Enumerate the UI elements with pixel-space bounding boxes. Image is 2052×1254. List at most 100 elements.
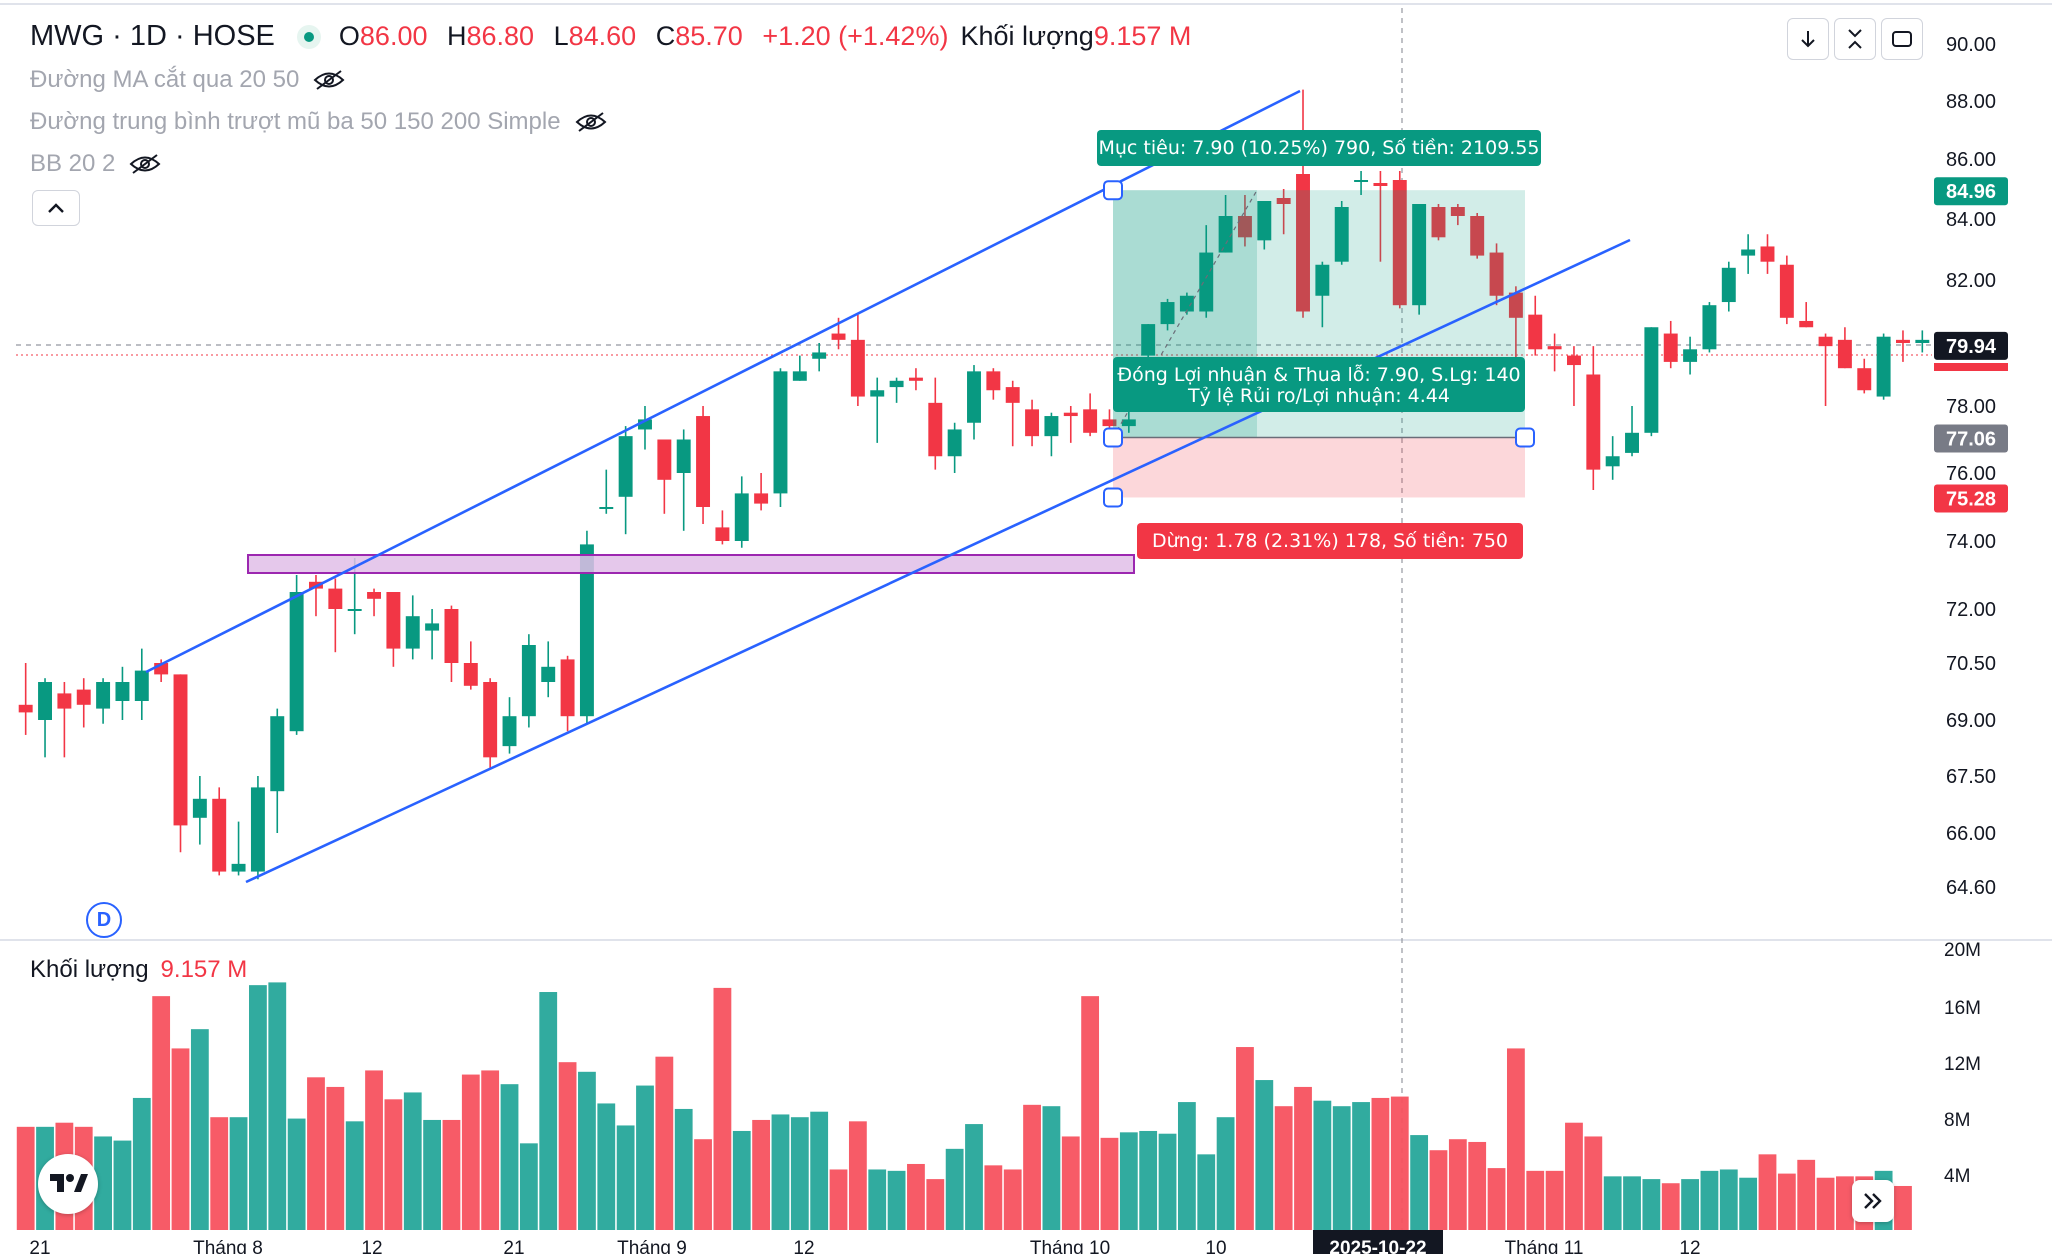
candle-body	[231, 863, 246, 872]
open-value: 86.00	[359, 21, 428, 51]
volume-bar	[1739, 1177, 1758, 1230]
stop-label: Dừng: 1.78 (2.31%) 178, Số tiền: 750	[1137, 523, 1523, 559]
volume-bar	[287, 1118, 306, 1230]
tradingview-logo[interactable]	[38, 1154, 98, 1214]
target-label-text: Mục tiêu: 7.90 (10.25%) 790, Số tiền: 21…	[1098, 137, 1539, 159]
volume-tick-label: 12M	[1944, 1054, 1981, 1075]
target-label-bg	[1097, 130, 1541, 166]
candle-body	[696, 416, 711, 507]
eye-hidden-icon[interactable]	[575, 111, 607, 133]
candle-body	[1179, 295, 1194, 312]
candle-body	[76, 689, 91, 705]
price-tick-label: 84.00	[1946, 209, 1996, 231]
candle-body	[425, 623, 440, 631]
volume-bar	[1177, 1102, 1196, 1230]
volume-bar	[752, 1119, 771, 1230]
candle-body	[212, 798, 227, 872]
volume-bar	[1836, 1176, 1854, 1230]
volume-bar	[1371, 1097, 1390, 1230]
dividend-marker[interactable]: D	[86, 902, 122, 938]
volume-bar	[481, 1070, 500, 1230]
position-handle	[1103, 180, 1123, 201]
close-key: C	[655, 21, 676, 51]
candle-body	[579, 544, 594, 717]
pnl-label-text: Tỷ lệ Rủi ro/Lợi nhuận: 4.44	[1187, 385, 1450, 407]
volume-bar	[1410, 1135, 1429, 1230]
symbol-title[interactable]: MWG · 1D · HOSE	[30, 20, 275, 52]
candle-body	[967, 371, 981, 423]
time-crosshair-badge	[1313, 1230, 1443, 1254]
candle-body	[773, 371, 788, 494]
candle-body	[328, 588, 343, 609]
candle-body	[18, 704, 33, 713]
position-handle	[1103, 427, 1123, 448]
download-button[interactable]	[1787, 18, 1829, 60]
ohlc-values: O86.00 H86.80 L84.60 C85.70 +1.20 (+1.42…	[339, 21, 961, 52]
candle-body	[792, 371, 807, 381]
candles	[18, 89, 1930, 880]
volume-bar	[1236, 1047, 1254, 1230]
volume-bar	[1894, 1185, 1912, 1230]
candle-body	[483, 682, 498, 758]
candle-body	[754, 493, 769, 504]
price-tick-label: 86.00	[1946, 149, 1996, 171]
volume-bar	[132, 1097, 151, 1230]
candle-body	[618, 436, 633, 497]
entry-price-badge-text: 77.06	[1946, 428, 1996, 450]
stop-price-badge: 75.28	[1934, 484, 2008, 513]
time-tick-label: 12	[1679, 1238, 1700, 1254]
indicator-bb[interactable]: BB 20 2	[30, 150, 161, 178]
volume-bar	[1584, 1136, 1603, 1230]
candle-body	[1566, 355, 1581, 366]
volume-bar	[1313, 1100, 1332, 1230]
candle-body	[1605, 456, 1620, 467]
pnl-label-text: Đóng Lợi nhuận & Thua lỗ: 7.90, S.Lg: 14…	[1117, 363, 1520, 386]
collapse-button[interactable]	[1834, 18, 1876, 60]
eye-hidden-icon[interactable]	[129, 153, 161, 175]
price-tick-label: 72.00	[1946, 599, 1996, 621]
candle-body	[1102, 419, 1117, 427]
grid	[0, 3, 2052, 1230]
volume-bar	[152, 996, 171, 1230]
volume-bar	[674, 1108, 693, 1230]
indicator-ma-cross[interactable]: Đường MA cắt qua 20 50	[30, 66, 345, 94]
candle-body	[1896, 339, 1910, 343]
candle-body	[1373, 183, 1388, 186]
pnl-label-bg	[1113, 357, 1525, 412]
time-tick-label: 2025-10-22	[1329, 1238, 1426, 1254]
volume-bar	[1719, 1169, 1738, 1230]
volume-bar	[1023, 1104, 1041, 1230]
volume-bar	[1565, 1122, 1583, 1230]
candle-body	[1334, 207, 1349, 262]
tradingview-icon	[50, 1174, 88, 1192]
candle-body	[1625, 432, 1639, 453]
candle-body	[1721, 267, 1736, 303]
scroll-right-button[interactable]	[1852, 1180, 1894, 1222]
volume-key: Khối lượng	[960, 21, 1094, 51]
volume-bar	[1623, 1176, 1641, 1230]
volume-value: 9.157 M	[1093, 21, 1192, 51]
volume-bars	[16, 982, 1912, 1230]
candle-body	[405, 616, 420, 649]
candle-body	[734, 493, 749, 541]
volume-bar	[732, 1130, 751, 1230]
volume-bar	[578, 1071, 596, 1230]
volume-bar	[1661, 1183, 1680, 1230]
indicator-tema[interactable]: Đường trung bình trượt mũ ba 50 150 200 …	[30, 108, 607, 136]
maximize-icon	[1892, 31, 1912, 47]
candle-body	[1431, 207, 1446, 238]
time-tick-label: Tháng 11	[1505, 1238, 1584, 1254]
candle-body	[1044, 416, 1059, 437]
volume-pane-legend: Khối lượng 9.157 M	[30, 956, 247, 984]
time-tick-label: Tháng 9	[617, 1238, 687, 1254]
maximize-button[interactable]	[1881, 18, 1923, 60]
time-tick-label: 12	[361, 1238, 382, 1254]
volume-bar	[190, 1029, 209, 1230]
candle-body	[812, 352, 827, 359]
candle-body	[463, 663, 478, 686]
eye-hidden-icon[interactable]	[313, 69, 345, 91]
volume-bar	[926, 1179, 945, 1230]
volume-bar	[210, 1117, 229, 1230]
collapse-legend-button[interactable]	[32, 190, 80, 226]
volume-bar	[365, 1070, 383, 1230]
